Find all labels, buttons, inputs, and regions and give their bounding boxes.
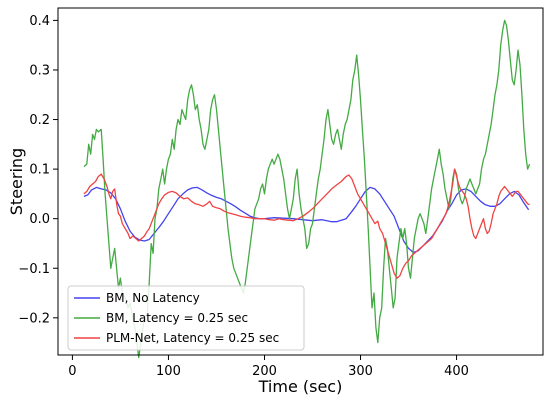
x-tick-label: 100 bbox=[156, 364, 181, 379]
legend: BM, No Latency BM, Latency = 0.25 sec PLM-… bbox=[67, 285, 305, 351]
y-tick-label: 0.2 bbox=[29, 113, 50, 128]
y-tick-label: 0.1 bbox=[29, 163, 50, 178]
x-tick-label: 300 bbox=[348, 364, 373, 379]
legend-label: PLM-Net, Latency = 0.25 sec bbox=[106, 331, 279, 345]
series-line-3 bbox=[83, 168, 530, 279]
y-tick-label: 0.3 bbox=[29, 63, 50, 78]
legend-box bbox=[67, 285, 305, 351]
x-tick-label: 200 bbox=[252, 364, 277, 379]
y-axis-ticks: −0.2 −0.1 0.0 0.1 0.2 0.3 0.4 bbox=[18, 14, 58, 326]
plot-frame bbox=[57, 7, 544, 356]
x-tick-label: 400 bbox=[444, 364, 469, 379]
y-tick-label: 0.4 bbox=[29, 14, 50, 29]
y-tick-label: −0.2 bbox=[18, 311, 50, 326]
series-line-1 bbox=[83, 186, 530, 254]
y-tick-label: 0.0 bbox=[29, 212, 50, 227]
series-layer bbox=[83, 19, 531, 359]
y-tick-label: −0.1 bbox=[18, 262, 50, 277]
y-axis-title: Steering bbox=[7, 148, 26, 215]
legend-label: BM, Latency = 0.25 sec bbox=[106, 311, 248, 325]
x-tick-label: 0 bbox=[68, 364, 76, 379]
legend-label: BM, No Latency bbox=[106, 291, 200, 305]
x-axis-ticks: 0 100 200 300 400 bbox=[68, 355, 469, 379]
x-axis-title: Time (sec) bbox=[258, 377, 343, 396]
